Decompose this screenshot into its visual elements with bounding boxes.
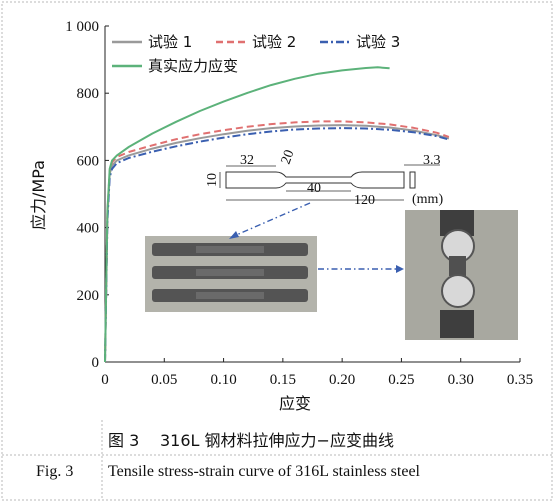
x-tick-label: 0.15 bbox=[270, 372, 296, 388]
specimen-bar-1-gauge bbox=[196, 246, 264, 253]
series-layer bbox=[104, 66, 450, 363]
dim-20: 20 bbox=[279, 148, 298, 166]
specimen-bar-2-gauge bbox=[196, 269, 264, 276]
y-axis-label: 应力/MPa bbox=[29, 160, 48, 230]
legend-label-2: 试验 2 bbox=[252, 33, 296, 51]
legend-label-1: 试验 1 bbox=[148, 33, 192, 51]
series-line-1 bbox=[104, 124, 450, 363]
dim-10: 10 bbox=[205, 173, 220, 187]
test-rig-photo bbox=[405, 210, 518, 340]
specimen-drawing: 32 20 10 40 120 3.3 (mm) bbox=[200, 148, 443, 214]
series-line-3 bbox=[104, 127, 450, 363]
dim-120: 120 bbox=[354, 193, 375, 208]
y-tick-label: 800 bbox=[77, 86, 100, 102]
y-tick-label: 200 bbox=[77, 288, 100, 304]
legend-label-3: 试验 3 bbox=[356, 33, 400, 51]
x-tick-label: 0.25 bbox=[388, 372, 414, 388]
legend-label-4: 真实应力应变 bbox=[148, 57, 238, 75]
leader-lines bbox=[229, 202, 404, 273]
dim-40: 40 bbox=[307, 181, 321, 196]
x-tick-label: 0.05 bbox=[151, 372, 177, 388]
specimen-thickness-view bbox=[409, 171, 416, 189]
specimen-drawing-bg bbox=[200, 150, 432, 214]
x-tick-label: 0.10 bbox=[210, 372, 236, 388]
caption-zh-text: 316L 钢材料拉伸应力−应变曲线 bbox=[160, 431, 394, 450]
y-tick-label: 400 bbox=[77, 221, 100, 237]
y-ticks: 0 200 400 600 800 1 000 bbox=[65, 19, 109, 371]
y-tick-label: 0 bbox=[92, 355, 100, 371]
legend: 试验 1 试验 2 试验 3 真实应力应变 bbox=[112, 33, 400, 75]
leader-to-specimens bbox=[233, 202, 311, 237]
y-tick-label: 600 bbox=[77, 153, 100, 169]
x-ticks: 0 0.05 0.10 0.15 0.20 0.25 0.30 0.35 bbox=[101, 358, 533, 388]
caption-en-prefix: Fig. 3 bbox=[36, 463, 73, 480]
plot-area: 0 200 400 600 800 1 000 0 0.05 0.10 0.15 0.20 0.25… bbox=[65, 19, 533, 388]
dim-32: 32 bbox=[240, 153, 254, 168]
unit-label: (mm) bbox=[412, 192, 443, 207]
caption-en-text: Tensile stress-strain curve of 316L stai… bbox=[108, 463, 421, 480]
caption-zh-prefix: 图 3 bbox=[108, 431, 139, 450]
specimens-photo bbox=[145, 236, 317, 312]
x-axis-label: 应变 bbox=[279, 394, 311, 413]
y-tick-label: 1 000 bbox=[65, 19, 99, 35]
x-tick-label: 0.30 bbox=[448, 372, 474, 388]
dim-3-3: 3.3 bbox=[423, 153, 441, 168]
leader-arrow-specimens bbox=[229, 231, 239, 239]
specimen-bar-3-gauge bbox=[196, 292, 264, 299]
lower-fixture bbox=[441, 274, 475, 308]
series-line-2 bbox=[104, 120, 450, 363]
dogbone-outline bbox=[225, 171, 405, 189]
x-tick-label: 0.35 bbox=[507, 372, 533, 388]
x-tick-label: 0 bbox=[101, 372, 109, 388]
lower-grip bbox=[440, 310, 474, 338]
x-tick-label: 0.20 bbox=[329, 372, 355, 388]
leader-arrow-rig bbox=[396, 265, 404, 273]
series-line-4 bbox=[104, 66, 390, 363]
specimen-in-grip bbox=[449, 256, 466, 276]
